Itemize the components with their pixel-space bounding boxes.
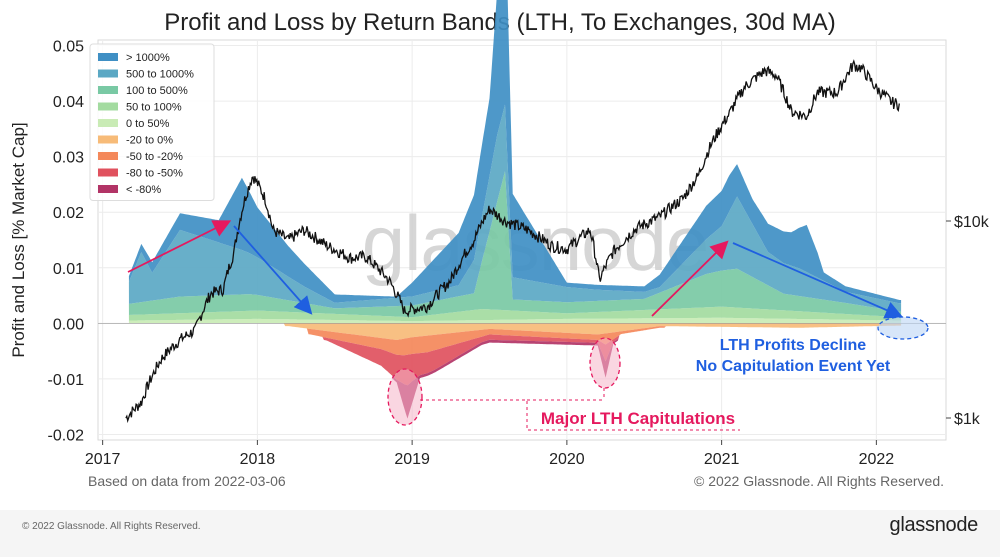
arrow-rise-2017 (127, 220, 232, 273)
y-axis-label: Profit and Loss [% Market Cap] (9, 122, 28, 357)
capitulation-2018-ellipse (387, 368, 423, 426)
legend-swatch (98, 102, 118, 111)
footer-bar (0, 510, 1000, 557)
x-tick-label: 2022 (859, 451, 895, 468)
y-tick-label: 0.00 (53, 316, 84, 333)
annotation-capitulations: Major LTH Capitulations (541, 409, 735, 428)
legend-label: -20 to 0% (126, 135, 173, 147)
footer-copyright: © 2022 Glassnode. All Rights Reserved. (22, 521, 201, 532)
annotation-profits-decline: LTH Profits Decline (720, 337, 866, 354)
capitulation-highlights (387, 316, 929, 431)
arrow-rise-2020 (651, 240, 729, 317)
x-tick-label: 2017 (85, 451, 121, 468)
annotation-arrows (127, 220, 904, 319)
capitulation-2020-ellipse (589, 337, 621, 389)
legend-swatch (98, 119, 118, 127)
legend-box (89, 43, 215, 201)
y-tick-label: 0.04 (53, 94, 84, 111)
legend: > 1000% 500 to 1000% 100 to 500% 50 to 100%… (89, 43, 215, 201)
y-tick-label: 0.01 (53, 261, 84, 278)
current-band-ellipse (877, 316, 929, 340)
area-band (128, 323, 902, 340)
legend-swatch (98, 86, 118, 94)
area-band (128, 171, 902, 318)
legend-label: -80 to -50% (126, 168, 183, 180)
legend-label: 100 to 500% (126, 85, 188, 97)
legend-label: < -80% (126, 184, 161, 196)
area-band (128, 317, 902, 324)
legend-label: -50 to -20% (126, 151, 183, 163)
x-tick-label: 2020 (549, 451, 585, 468)
legend-label: 50 to 100% (126, 102, 182, 114)
y2-tick-label: $1k (954, 411, 981, 428)
y-tick-label: 0.03 (53, 150, 84, 167)
y2-tick-label: $10k (954, 214, 990, 231)
legend-label: 500 to 1000% (126, 69, 194, 81)
y-tick-label: -0.01 (48, 372, 85, 389)
y-tick-label: -0.02 (48, 427, 85, 444)
x-tick-label: 2018 (240, 451, 276, 468)
legend-label: 0 to 50% (126, 118, 170, 130)
legend-swatch (98, 168, 118, 177)
arrow-decline-2018 (233, 225, 313, 315)
capitulation-connector (420, 399, 740, 431)
area-band (128, 323, 902, 356)
price-line (125, 59, 900, 424)
source-note: Based on data from 2022-03-06 (88, 473, 286, 489)
legend-swatch (98, 135, 118, 144)
area-band (128, 306, 902, 322)
arrow-decline-2021 (732, 242, 904, 319)
annotation-no-capitulation: No Capitulation Event Yet (696, 358, 891, 375)
y-tick-label: 0.05 (53, 39, 84, 56)
footer-logo: glassnode (889, 514, 979, 536)
legend-label: > 1000% (126, 52, 170, 64)
area-band (128, 323, 902, 419)
legend-swatch (98, 69, 118, 78)
legend-swatch (98, 152, 118, 160)
legend-swatch (98, 53, 118, 61)
chart-copyright: © 2022 Glassnode. All Rights Reserved. (694, 473, 944, 489)
price-line-group (125, 59, 900, 424)
x-tick-label: 2019 (394, 451, 430, 468)
legend-swatch (98, 185, 118, 193)
y-tick-label: 0.02 (53, 205, 84, 222)
x-tick-label: 2021 (704, 451, 740, 468)
area-band (128, 0, 902, 304)
